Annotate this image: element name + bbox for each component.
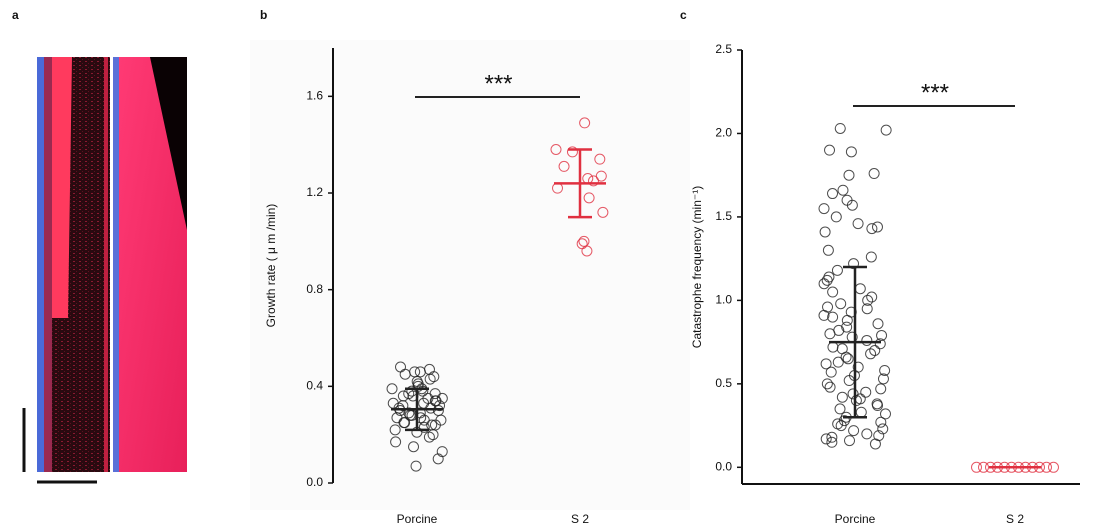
data-point — [869, 169, 879, 179]
data-point — [822, 379, 832, 389]
data-point — [866, 252, 876, 262]
data-point — [832, 265, 842, 275]
x-tick-label: S 2 — [571, 512, 589, 526]
data-point — [819, 204, 829, 214]
y-tick-label: 2.5 — [715, 42, 732, 56]
data-point — [837, 392, 847, 402]
data-point — [861, 387, 871, 397]
panel-label: b — [260, 8, 267, 22]
data-point — [825, 145, 835, 155]
y-tick-label: 2.0 — [715, 126, 732, 140]
data-point — [1049, 462, 1059, 472]
kymograph — [37, 57, 187, 472]
x-tick-label: Porcine — [397, 512, 438, 526]
data-point — [862, 429, 872, 439]
data-point — [825, 329, 835, 339]
panel-b-bg — [250, 40, 690, 510]
significance-label: *** — [484, 70, 512, 97]
y-tick-label: 0.0 — [715, 459, 732, 473]
data-point — [862, 335, 872, 345]
data-point — [836, 299, 846, 309]
data-point — [870, 439, 880, 449]
data-point — [823, 245, 833, 255]
figure: a b c 0.0 0.4 0.8 1.2 1.6 Growth rate ( μ m /… — [0, 0, 1095, 529]
data-point — [876, 384, 886, 394]
data-point — [825, 382, 835, 392]
data-point — [845, 436, 855, 446]
data-point — [821, 434, 831, 444]
data-point — [831, 212, 841, 222]
data-point — [833, 357, 843, 367]
y-tick-label: 1.5 — [715, 209, 732, 223]
data-point — [828, 287, 838, 297]
significance-label: *** — [921, 79, 949, 106]
data-point — [873, 319, 883, 329]
y-tick-label: 1.6 — [306, 89, 323, 103]
data-point — [872, 222, 882, 232]
data-point — [849, 426, 859, 436]
data-point — [853, 219, 863, 229]
data-point — [826, 367, 836, 377]
y-tick-label: 0.4 — [306, 379, 323, 393]
data-point — [856, 407, 866, 417]
data-point — [835, 123, 845, 133]
data-point — [835, 404, 845, 414]
data-point — [843, 354, 853, 364]
y-tick-label: 1.2 — [306, 185, 323, 199]
y-tick-label: 0.5 — [715, 376, 732, 390]
data-point — [820, 227, 830, 237]
y-tick-label: 1.0 — [715, 293, 732, 307]
data-point — [828, 189, 838, 199]
data-point — [846, 147, 856, 157]
data-point — [881, 125, 891, 135]
data-point — [844, 170, 854, 180]
panel-label: c — [680, 8, 687, 22]
y-tick-label: 0.8 — [306, 282, 323, 296]
y-axis-label: Growth rate ( μ m /min) — [264, 204, 278, 328]
y-tick-label: 0.0 — [306, 475, 323, 489]
panel-label: a — [12, 8, 19, 22]
data-point — [876, 417, 886, 427]
data-point — [842, 322, 852, 332]
data-point — [867, 224, 877, 234]
y-axis-label: Catastrophe frequency (min⁻¹) — [690, 186, 704, 348]
data-point — [838, 185, 848, 195]
data-point — [828, 342, 838, 352]
data-point — [855, 284, 865, 294]
x-tick-label: Porcine — [835, 512, 876, 526]
x-tick-label: S 2 — [1006, 512, 1024, 526]
